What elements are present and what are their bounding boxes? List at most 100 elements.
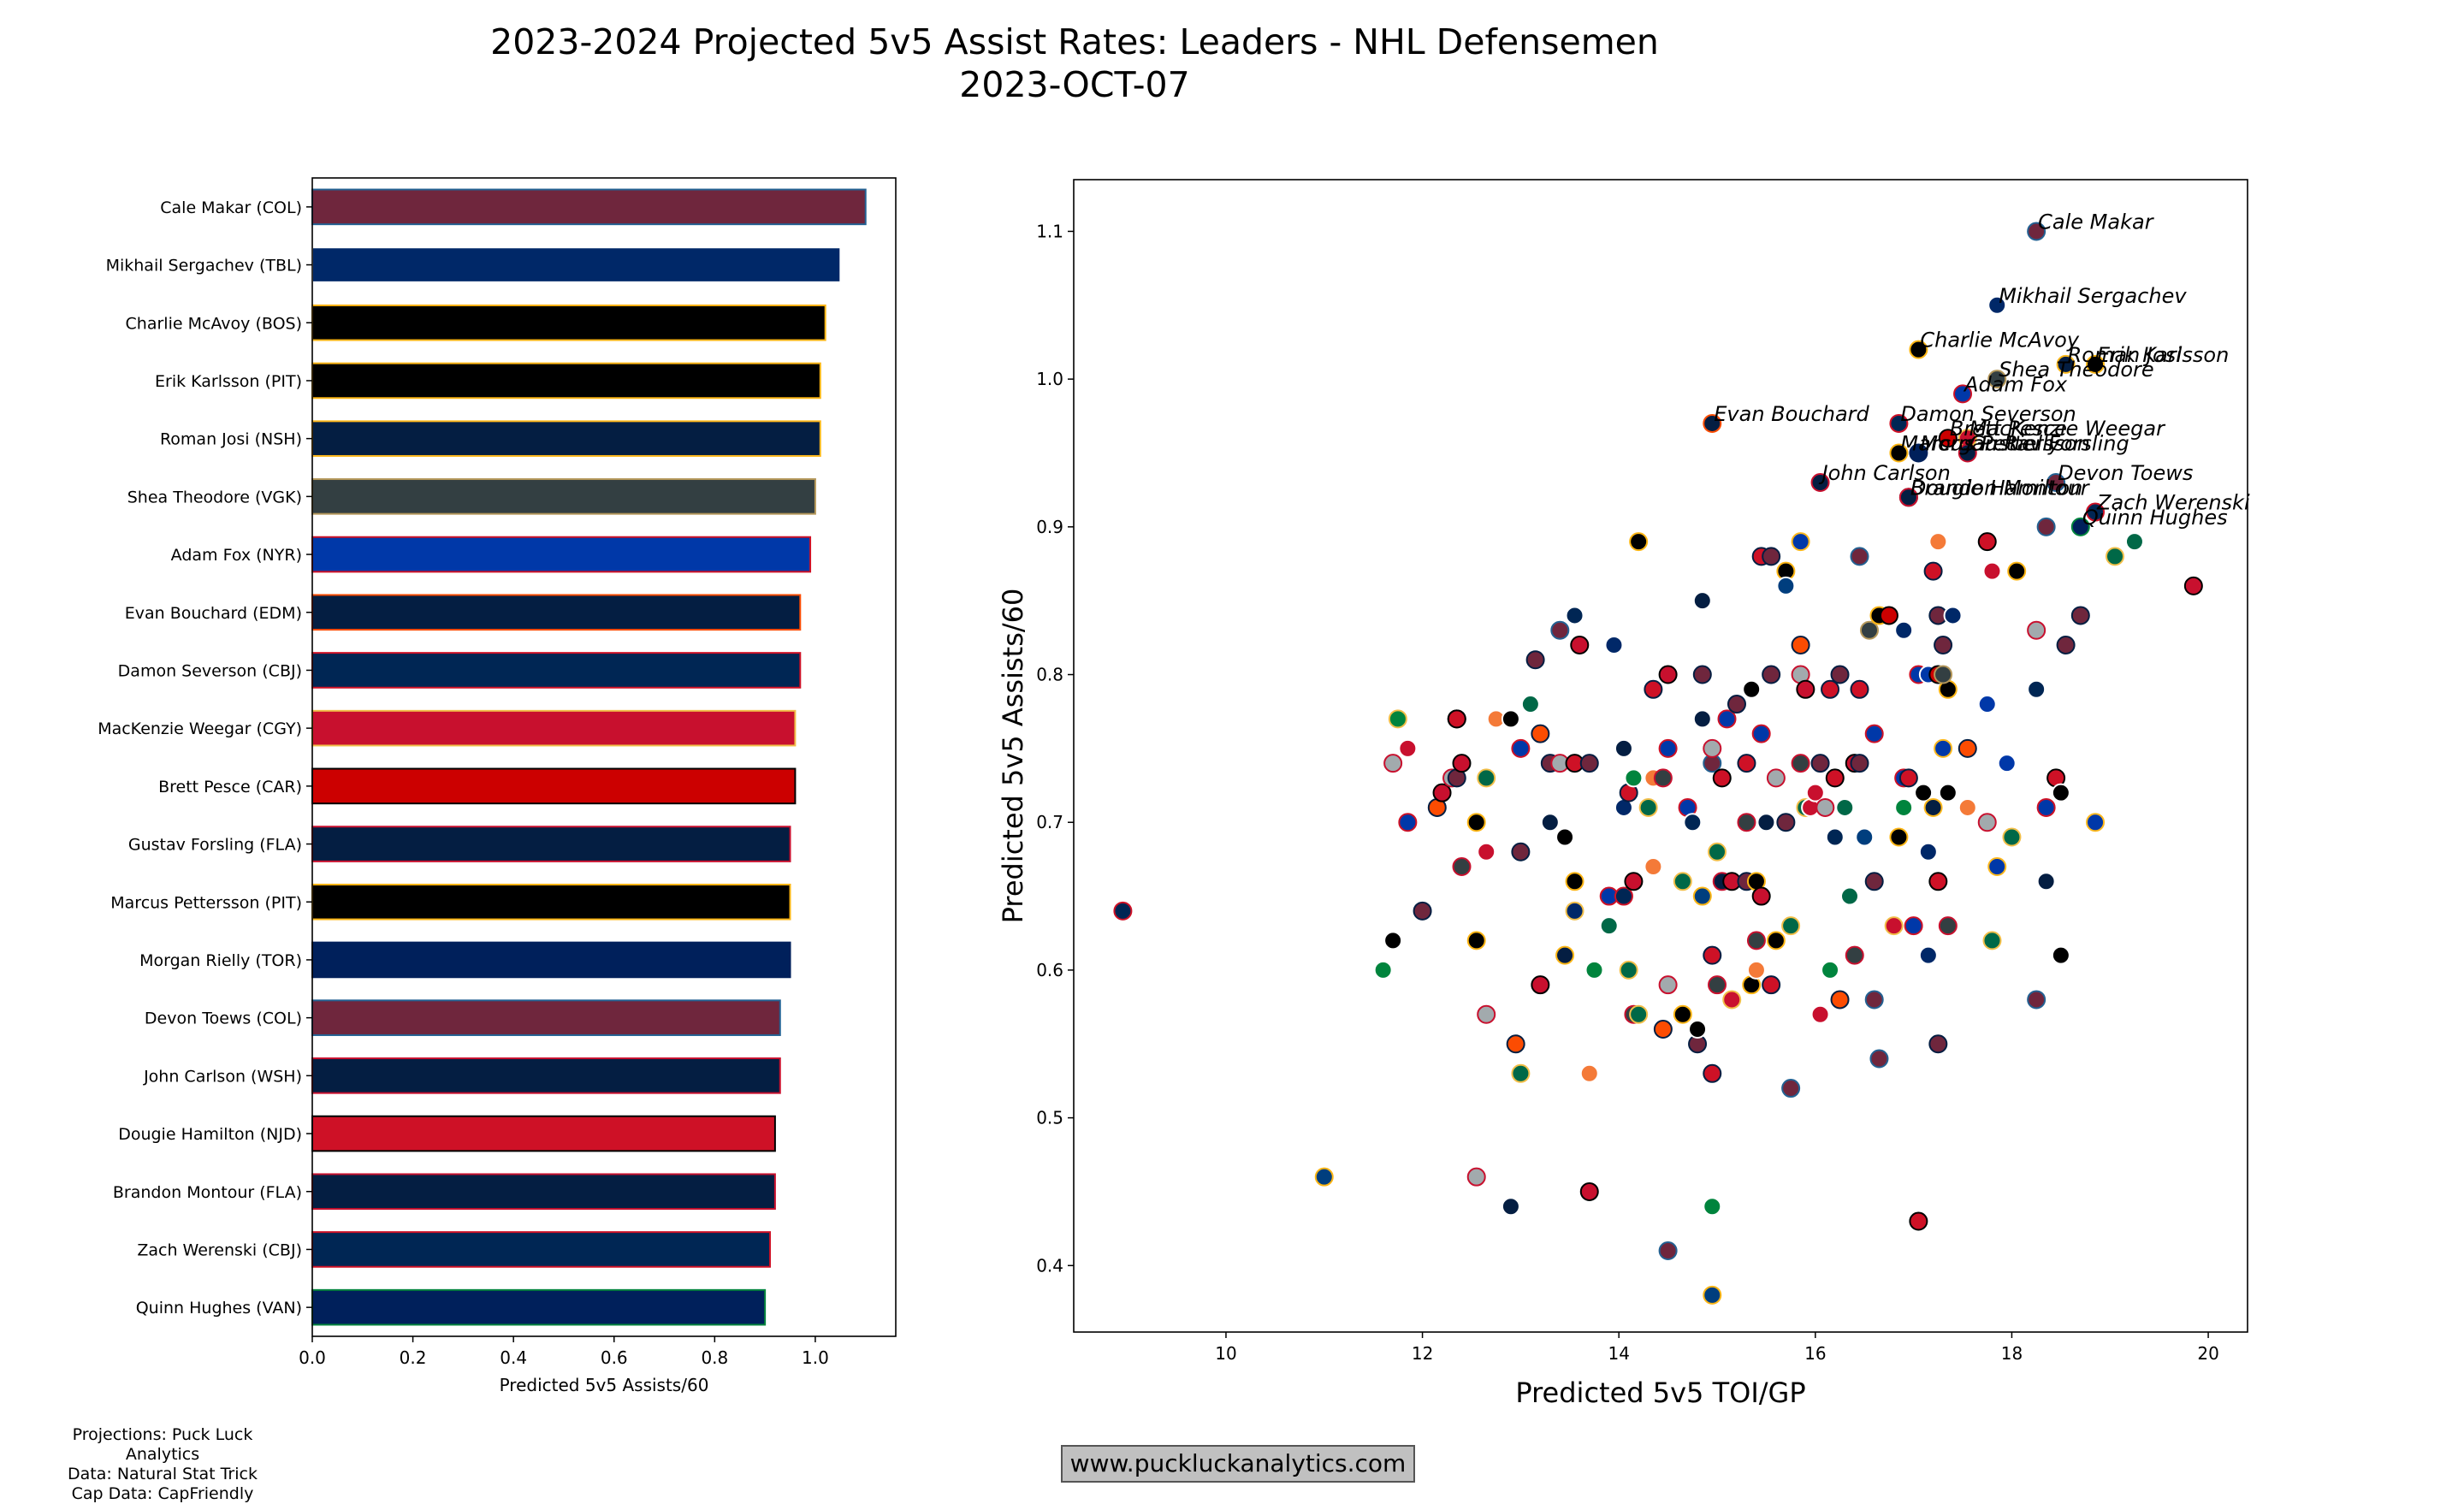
bar-x-axis-label: Predicted 5v5 Assists/60: [500, 1375, 709, 1395]
scatter-point: [1619, 960, 1638, 980]
scatter-point: [1540, 813, 1560, 832]
bar: [311, 999, 781, 1036]
scatter-point: [1703, 1063, 1722, 1083]
scatter-point: [1717, 709, 1737, 729]
scatter-point: [2007, 561, 2027, 581]
website-link[interactable]: www.puckluckanalytics.com: [1061, 1445, 1415, 1483]
bar-chart: Cale Makar (COL) Mikhail Sergachev (TBL) C…: [98, 177, 897, 1395]
scatter-point: [1683, 813, 1703, 832]
scatter-point: [2051, 945, 2070, 965]
y-tick-label: 1.1: [1036, 221, 1063, 241]
point-label: Dougie Hamilton: [1910, 476, 2082, 500]
scatter-point: [2124, 532, 2144, 552]
scatter-point: [1113, 901, 1133, 921]
scatter-point: [1810, 754, 1830, 773]
scatter-point-labeled: [2046, 473, 2066, 493]
scatter-point: [1766, 768, 1786, 788]
x-tick-label: 20: [2197, 1343, 2218, 1364]
scatter-point: [2051, 783, 2070, 802]
point-label: Adam Fox: [1963, 372, 2068, 396]
scatter-point: [1810, 1004, 1830, 1024]
scatter-point: [1722, 990, 1742, 1010]
bar-category-label: Cale Makar (COL): [160, 198, 302, 217]
bar-category-label: Dougie Hamilton (NJD): [118, 1125, 302, 1144]
point-label: Brandon Montour: [1910, 476, 2091, 500]
scatter-point: [1565, 606, 1584, 625]
bar-category-label: Evan Bouchard (EDM): [125, 604, 302, 623]
scatter-point: [1644, 679, 1663, 699]
bar-category-label: Devon Toews (COL): [145, 1010, 302, 1028]
scatter-point: [2027, 679, 2046, 699]
bar: [311, 1288, 767, 1326]
bar-category-label: Charlie McAvoy (BOS): [126, 314, 302, 333]
scatter-point: [1555, 945, 1575, 965]
point-label: Roman Josi: [2068, 343, 2183, 367]
scatter-point: [1579, 1063, 1599, 1083]
scatter-point: [1762, 975, 1781, 995]
bar: [311, 420, 821, 457]
scatter-point: [1805, 783, 1825, 802]
bar-category-label: Morgan Rielly (TOR): [139, 951, 302, 970]
scatter-point: [2036, 872, 2056, 891]
bar: [311, 594, 802, 631]
scatter-point: [1923, 797, 1943, 817]
scatter-point: [1525, 650, 1545, 670]
scatter-point: [1658, 665, 1678, 684]
scatter-point: [1614, 738, 1633, 758]
point-label: Shea Theodore: [1999, 358, 2153, 382]
scatter-point: [1977, 695, 1997, 714]
scatter-point: [1570, 635, 1590, 654]
credit-data: Data: Natural Stat Trick: [68, 1465, 258, 1483]
bar-category-label: Marcus Pettersson (PIT): [110, 893, 302, 912]
scatter-point: [2036, 797, 2056, 817]
scatter-point-labeled: [1898, 488, 1918, 507]
scatter-point-labeled: [1909, 443, 1928, 463]
scatter-point: [1751, 886, 1771, 906]
scatter-point: [1751, 724, 1771, 743]
point-label: Cale Makar: [2038, 210, 2155, 234]
y-tick-label: 0.9: [1036, 517, 1063, 537]
scatter-point: [1629, 1004, 1649, 1024]
scatter-point: [1373, 960, 1393, 980]
scatter-point: [1821, 960, 1840, 980]
scatter-point: [1830, 665, 1850, 684]
scatter-point: [1604, 635, 1624, 654]
bar-category-label: Roman Josi (NSH): [160, 430, 302, 449]
scatter-point: [1864, 872, 1884, 891]
scatter-point: [1383, 754, 1403, 773]
point-label: Quinn Hughes: [2082, 506, 2228, 530]
scatter-point: [1845, 945, 1864, 965]
point-label: Marcus Pettersson: [1900, 431, 2089, 455]
scatter-point: [1452, 857, 1472, 877]
credit-cap-data: Cap Data: CapFriendly: [71, 1484, 254, 1503]
y-tick-label: 0.7: [1036, 812, 1063, 832]
scatter-point: [1928, 872, 1948, 891]
scatter-point: [1776, 576, 1796, 595]
point-label: Morgan Rielly: [1920, 431, 2060, 455]
page-title: 2023-2024 Projected 5v5 Assist Rates: Le…: [0, 21, 2149, 106]
scatter-point: [1909, 1211, 1928, 1231]
x-tick-label: 10: [1215, 1343, 1236, 1364]
scatter-point: [1673, 872, 1692, 891]
scatter-point: [1943, 606, 1963, 625]
scatter-point: [1629, 532, 1649, 552]
scatter-point: [1850, 679, 1869, 699]
scatter-plot-area: [1074, 180, 2248, 1332]
scatter-point-labeled: [1938, 429, 1958, 448]
scatter-point: [1501, 1197, 1520, 1217]
scatter-point: [1934, 665, 1953, 684]
scatter-point: [1599, 916, 1619, 936]
scatter-point-labeled: [2086, 354, 2106, 374]
scatter-point: [1506, 1034, 1525, 1054]
scatter-point: [1982, 931, 2002, 950]
point-label: John Carlson: [1819, 461, 1951, 485]
scatter-point: [1555, 827, 1575, 847]
scatter-point: [1796, 679, 1815, 699]
scatter-point: [1864, 990, 1884, 1010]
scatter-point: [1703, 738, 1722, 758]
point-label: Evan Bouchard: [1714, 402, 1869, 426]
scatter-point: [1756, 813, 1776, 832]
bar: [311, 188, 867, 226]
scatter-point: [1762, 547, 1781, 566]
